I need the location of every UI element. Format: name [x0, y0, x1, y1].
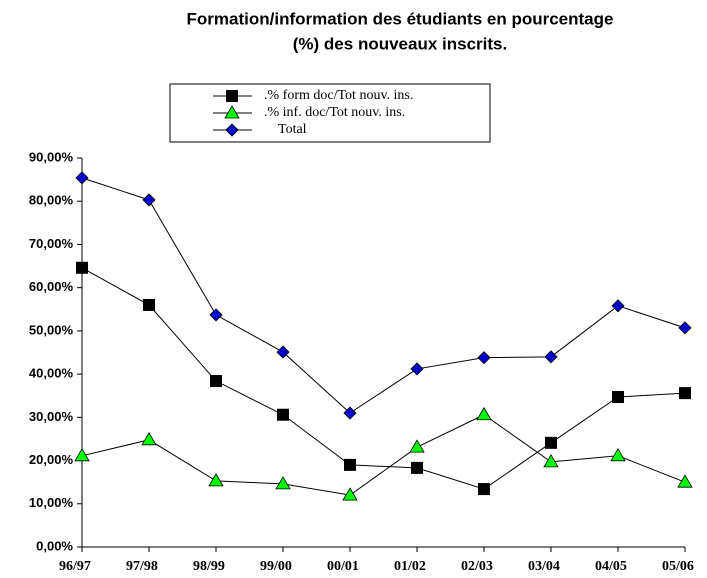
triangle-marker	[677, 474, 693, 488]
triangle-marker	[610, 448, 626, 462]
diamond-marker	[343, 406, 357, 420]
x-tick-label: 05/06	[662, 559, 694, 574]
diamond-marker	[225, 123, 239, 137]
y-tick-label: 50,00%	[29, 322, 74, 337]
square-marker	[210, 375, 222, 388]
x-tick-label: 96/97	[59, 559, 91, 574]
diamond-marker	[75, 171, 89, 185]
chart-title: Formation/information des étudiants en p…	[187, 9, 614, 28]
legend-label: Total	[278, 122, 307, 137]
diamond-marker	[142, 193, 156, 207]
y-tick-label: 30,00%	[29, 409, 74, 424]
x-tick-label: 02/03	[461, 559, 493, 574]
triangle-marker	[342, 487, 358, 501]
square-marker	[143, 298, 155, 311]
x-tick-label: 99/00	[260, 559, 292, 574]
y-tick-label: 10,00%	[29, 495, 74, 510]
series-line	[81, 267, 686, 490]
x-tick-label: 04/05	[595, 559, 627, 574]
legend-label: .% inf. doc/Tot nouv. ins.	[264, 105, 405, 120]
square-marker	[679, 387, 691, 400]
diamond-marker	[611, 299, 625, 313]
y-tick-label: 80,00%	[29, 193, 74, 208]
y-tick-label: 60,00%	[29, 279, 74, 294]
x-tick-label: 98/99	[193, 559, 225, 574]
triangle-marker	[74, 448, 90, 462]
series-line	[81, 414, 686, 496]
triangle-marker	[275, 476, 291, 490]
x-tick-label: 01/02	[394, 559, 426, 574]
square-marker	[612, 391, 624, 404]
square-marker	[344, 458, 356, 471]
square-marker	[277, 408, 289, 421]
square-marker	[226, 90, 238, 102]
diamond-marker	[477, 351, 491, 365]
square-marker	[478, 483, 490, 496]
triangle-marker	[409, 439, 425, 453]
square-marker	[411, 461, 423, 474]
x-tick-label: 03/04	[528, 559, 560, 574]
diamond-marker	[410, 362, 424, 376]
square-marker	[76, 261, 88, 274]
y-tick-label: 40,00%	[29, 366, 74, 381]
triangle-marker	[208, 473, 224, 487]
triangle-marker	[476, 406, 492, 421]
triangle-marker	[224, 105, 240, 119]
y-tick-label: 90,00%	[29, 149, 74, 164]
diamond-marker	[276, 345, 290, 359]
diamond-marker	[544, 350, 558, 364]
chart-title: (%) des nouveaux inscrits.	[293, 34, 507, 53]
y-tick-label: 70,00%	[29, 236, 74, 251]
square-marker	[545, 436, 557, 449]
diamond-marker	[678, 321, 692, 335]
legend-label: .% form doc/Tot nouv. ins.	[264, 88, 413, 103]
diamond-marker	[209, 308, 223, 322]
y-tick-label: 0,00%	[36, 538, 73, 553]
series-line	[81, 177, 686, 414]
triangle-marker	[141, 432, 157, 446]
y-tick-label: 20,00%	[29, 452, 74, 467]
triangle-marker	[543, 454, 559, 468]
x-tick-label: 00/01	[327, 559, 359, 574]
x-tick-label: 97/98	[126, 559, 158, 574]
